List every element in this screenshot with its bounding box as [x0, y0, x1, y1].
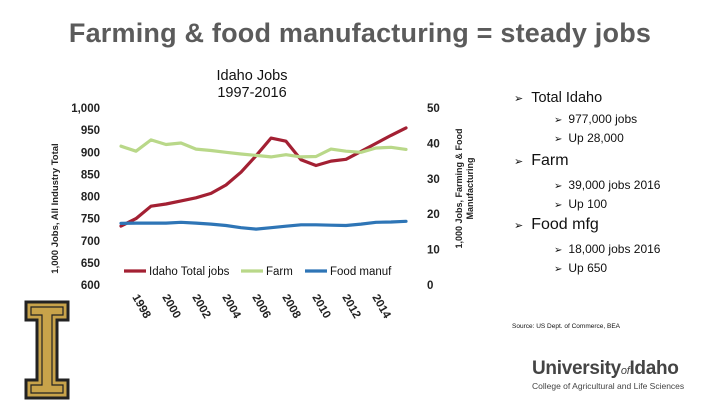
bullet-farm: ➢ Farm [514, 152, 569, 170]
x-tick-label: 2004 [219, 293, 242, 322]
x-tick-label: 2002 [189, 293, 212, 321]
bullet-text: Up 28,000 [568, 131, 624, 145]
arrow-bullet-icon: ➢ [554, 264, 563, 275]
arrow-bullet-icon: ➢ [514, 156, 524, 168]
bullet-food: ➢ Food mfg [514, 216, 599, 234]
x-tick-label: 2014 [369, 293, 392, 322]
y-tick-label: 600 [81, 280, 100, 292]
source-note: Source: US Dept. of Commerce, BEA [512, 323, 621, 330]
y2-tick-label: 50 [427, 103, 440, 115]
university-wordmark: UniversityofIdaho [532, 358, 679, 379]
arrow-bullet-icon: ➢ [554, 134, 563, 145]
bullet-food-heading: Food mfg [531, 216, 599, 233]
y2-tick-label: 0 [427, 280, 433, 292]
bullet-total-heading: Total Idaho [531, 90, 603, 106]
y2-axis-label: Manufacturing [465, 158, 475, 220]
college-name: College of Agricultural and Life Science… [532, 381, 685, 391]
arrow-bullet-icon: ➢ [554, 200, 563, 211]
bullet-food-sub-1: ➢ 18,000 jobs 2016 [554, 242, 660, 256]
bullet-farm-sub-1: ➢ 39,000 jobs 2016 [554, 178, 660, 192]
bullet-text: 18,000 jobs 2016 [568, 242, 661, 256]
bullet-text: 977,000 jobs [568, 112, 638, 126]
arrow-bullet-icon: ➢ [554, 181, 563, 192]
x-tick-label: 2012 [339, 293, 362, 321]
arrow-bullet-icon: ➢ [514, 220, 524, 232]
y-tick-label: 800 [81, 192, 100, 204]
bullet-food-sub-2: ➢ Up 650 [554, 261, 607, 275]
y2-tick-label: 10 [427, 245, 440, 257]
legend-label: Idaho Total jobs [149, 266, 230, 278]
x-tick-label: 2006 [249, 293, 272, 321]
legend-label: Farm [266, 266, 293, 278]
bullet-total: ➢ Total Idaho [514, 90, 602, 106]
chart-title-line: 1997-2016 [217, 85, 286, 101]
y-tick-label: 650 [81, 258, 100, 270]
legend-label: Food manuf [330, 266, 392, 278]
series-line-farm [119, 138, 408, 159]
chart-legend: Idaho Total jobs Farm Food manuf [124, 266, 392, 278]
arrow-bullet-icon: ➢ [514, 93, 524, 105]
bullet-total-sub-2: ➢ Up 28,000 [554, 131, 624, 145]
y2-tick-label: 20 [427, 209, 440, 221]
block-i-logo-icon [24, 300, 70, 400]
chart-title-line: Idaho Jobs [217, 68, 288, 84]
chart-series [119, 126, 408, 231]
y2-axis-label: 1,000 Jobs, Farming & Food [454, 128, 464, 248]
y-axis-label: 1,000 Jobs, All Industry Total [50, 143, 61, 273]
y-tick-label: 1,000 [71, 103, 100, 115]
bullet-text: Up 650 [568, 261, 608, 275]
y2-tick-label: 40 [427, 138, 440, 150]
arrow-bullet-icon: ➢ [554, 245, 563, 256]
y-tick-label: 750 [81, 214, 100, 226]
chart-axes: 600 650 700 750 800 850 900 950 1,000 0 10 20 30 40 50… [50, 103, 475, 321]
x-tick-label: 1998 [129, 293, 152, 322]
y-tick-label: 700 [81, 236, 100, 248]
y-tick-label: 850 [81, 169, 100, 181]
x-tick-label: 2008 [279, 293, 302, 322]
x-tick-label: 2000 [159, 293, 182, 321]
y2-tick-label: 30 [427, 174, 440, 186]
arrow-bullet-icon: ➢ [554, 115, 563, 126]
bullet-total-sub-1: ➢ 977,000 jobs [554, 112, 637, 126]
bullet-farm-sub-2: ➢ Up 100 [554, 197, 607, 211]
bullet-farm-heading: Farm [531, 152, 569, 169]
series-line-food-manuf [119, 219, 408, 231]
x-tick-label: 2010 [309, 293, 332, 321]
bullet-text: 39,000 jobs 2016 [568, 178, 661, 192]
bullet-text: Up 100 [568, 197, 608, 211]
slide-title: Farming & food manufacturing = steady jo… [68, 18, 652, 48]
y-tick-label: 950 [81, 125, 100, 137]
university-logo: UniversityofIdaho College of Agricultura… [532, 358, 684, 391]
y-tick-label: 900 [81, 147, 100, 159]
